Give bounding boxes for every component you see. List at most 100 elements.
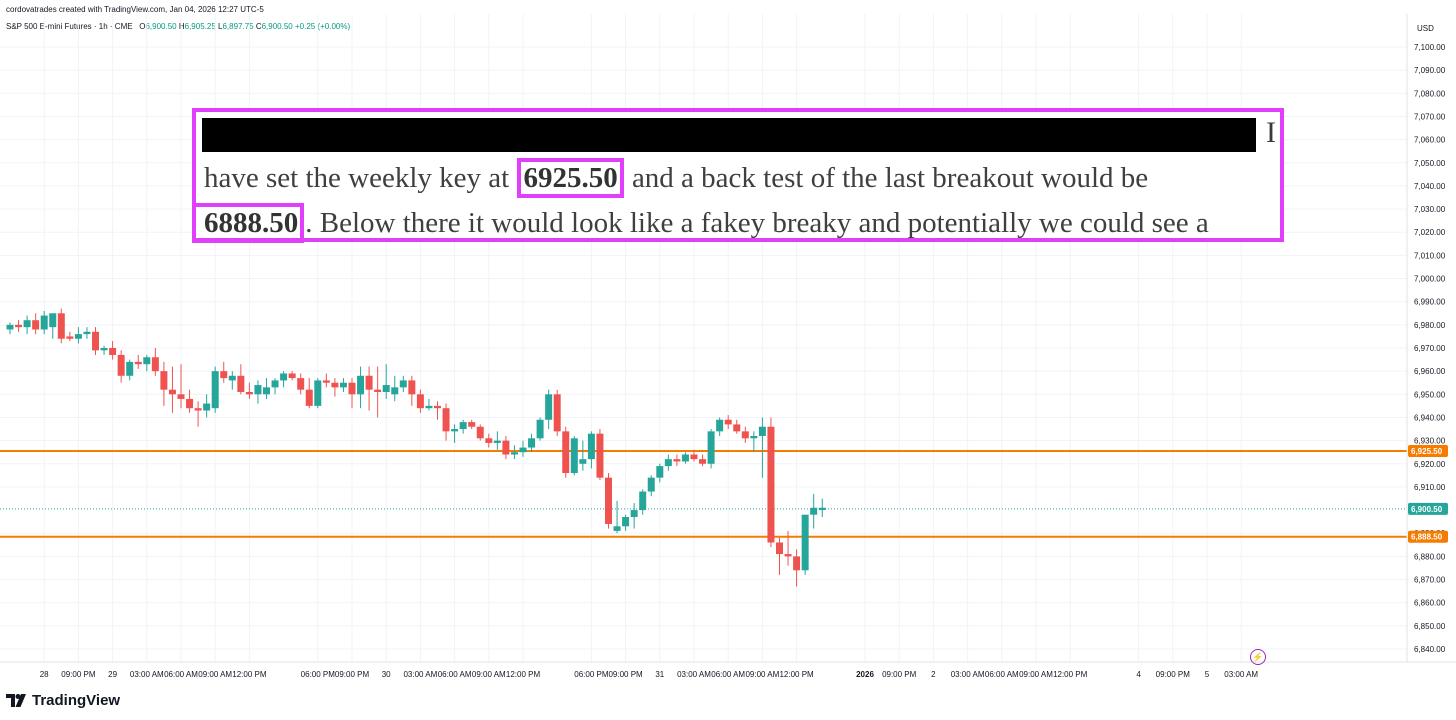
currency-label[interactable]: USD — [1417, 24, 1434, 33]
time-tick-label: 12:00 PM — [1053, 670, 1088, 679]
candle — [562, 426, 570, 478]
price-tick-label: 6,870.00 — [1414, 576, 1446, 585]
time-tick-label: 06:00 AM — [985, 670, 1019, 679]
low-label: L — [218, 22, 223, 31]
candle-body — [733, 424, 741, 432]
candle — [168, 366, 176, 413]
candle-body — [134, 361, 142, 365]
candle — [656, 463, 664, 483]
candle-body — [254, 385, 262, 395]
candle — [271, 378, 279, 395]
candle-body — [793, 556, 801, 571]
price-tick-label: 7,020.00 — [1414, 228, 1446, 237]
price-tick-label: 6,920.00 — [1414, 460, 1446, 469]
candle-body — [664, 459, 672, 467]
candle-body — [177, 394, 185, 399]
candle — [724, 415, 732, 430]
time-tick-label: 06:00 AM — [164, 670, 198, 679]
time-tick-label: 09:00 AM — [472, 670, 506, 679]
price-tick-label: 7,060.00 — [1414, 136, 1446, 145]
candle-body — [228, 375, 236, 381]
candle — [553, 389, 561, 436]
candle — [707, 429, 715, 469]
candle-body — [545, 394, 553, 420]
candle-body — [536, 419, 544, 439]
time-tick-label: 09:00 AM — [745, 670, 779, 679]
time-tick-label: 03:00 AM — [951, 670, 985, 679]
lightning-bolt-icon[interactable]: ⚡ — [1250, 649, 1266, 665]
candle-body — [553, 394, 561, 432]
candle-body — [758, 426, 766, 436]
candle — [322, 373, 330, 388]
candle — [254, 380, 262, 404]
candle — [66, 331, 74, 342]
candle — [151, 348, 159, 376]
candle — [605, 473, 612, 529]
low-value: 6,897.75 — [222, 22, 254, 31]
candle-body — [459, 422, 467, 430]
candle — [6, 322, 14, 335]
price-axis[interactable]: 7,100.00 7,090.00 7,080.00 7,070.00 7,060.00… — [1414, 43, 1446, 654]
annotation-text-1b: and a back test of the last breakout wou… — [624, 162, 1149, 194]
candle-body — [416, 394, 424, 409]
candle-body — [66, 336, 74, 339]
candle-body — [322, 380, 330, 383]
candle — [228, 371, 236, 390]
candle-body — [49, 313, 57, 328]
annotation-line-1: have set the weekly key at 6925.50 and a… — [204, 158, 1149, 198]
candle — [245, 382, 253, 399]
candle-body — [348, 382, 356, 395]
time-tick-label: 31 — [655, 670, 664, 679]
candle — [305, 378, 313, 409]
candle — [451, 424, 459, 443]
candle-body — [220, 371, 228, 379]
price-tags: 6,925.50 6,888.50 6,900.50 — [1408, 445, 1448, 543]
price-tick-label: 6,990.00 — [1414, 298, 1446, 307]
candle-body — [425, 405, 433, 409]
text-cursor-glyph: I — [1266, 116, 1276, 149]
price-tick-label: 7,080.00 — [1414, 89, 1446, 98]
candle-body — [502, 440, 510, 455]
candle — [442, 403, 450, 441]
candle-body — [468, 422, 476, 427]
candle — [758, 417, 766, 478]
candle-body — [143, 357, 151, 365]
price-tick-label: 6,860.00 — [1414, 599, 1446, 608]
candle — [459, 419, 467, 434]
candle-body — [656, 466, 664, 478]
candle-body — [92, 331, 99, 351]
candle — [528, 433, 536, 453]
created-by-text: cordovatrades created with TradingView.c… — [6, 5, 264, 14]
time-tick-label: 09:00 PM — [882, 670, 917, 679]
candle — [818, 498, 826, 518]
candle-body — [160, 371, 168, 390]
candle-body — [151, 357, 159, 372]
candle-body — [357, 375, 365, 395]
candle-body — [408, 380, 416, 395]
redaction-bar — [202, 118, 1256, 152]
tradingview-logo[interactable]: TradingView — [6, 692, 120, 709]
annotation-text-1a: have set the weekly key at — [204, 162, 517, 194]
candle-body — [605, 477, 612, 524]
candle-body — [716, 419, 724, 432]
candle — [74, 327, 82, 344]
candle-body — [271, 380, 279, 388]
time-tick-label: 12:00 PM — [232, 670, 267, 679]
level-lines — [0, 450, 1407, 538]
candle — [314, 378, 322, 409]
candle-body — [442, 408, 450, 432]
candle-body — [305, 389, 313, 406]
candle-body — [647, 477, 655, 492]
symbol-name: S&P 500 E-mini Futures · 1h · CME — [6, 22, 133, 31]
candle — [570, 435, 578, 476]
candle — [416, 389, 424, 413]
candle-body — [237, 375, 245, 392]
price-tick-label: 6,950.00 — [1414, 390, 1446, 399]
candle-body — [331, 382, 339, 388]
candle — [784, 530, 792, 566]
price-tick-label: 7,040.00 — [1414, 182, 1446, 191]
symbol-legend[interactable]: S&P 500 E-mini Futures · 1h · CME O6,900… — [6, 22, 350, 31]
candle — [733, 419, 741, 434]
candle — [767, 417, 775, 548]
time-axis[interactable]: 28 09:00 PM 29 03:00 AM 06:00 AM 09:00 AM 12:0… — [40, 670, 1259, 679]
